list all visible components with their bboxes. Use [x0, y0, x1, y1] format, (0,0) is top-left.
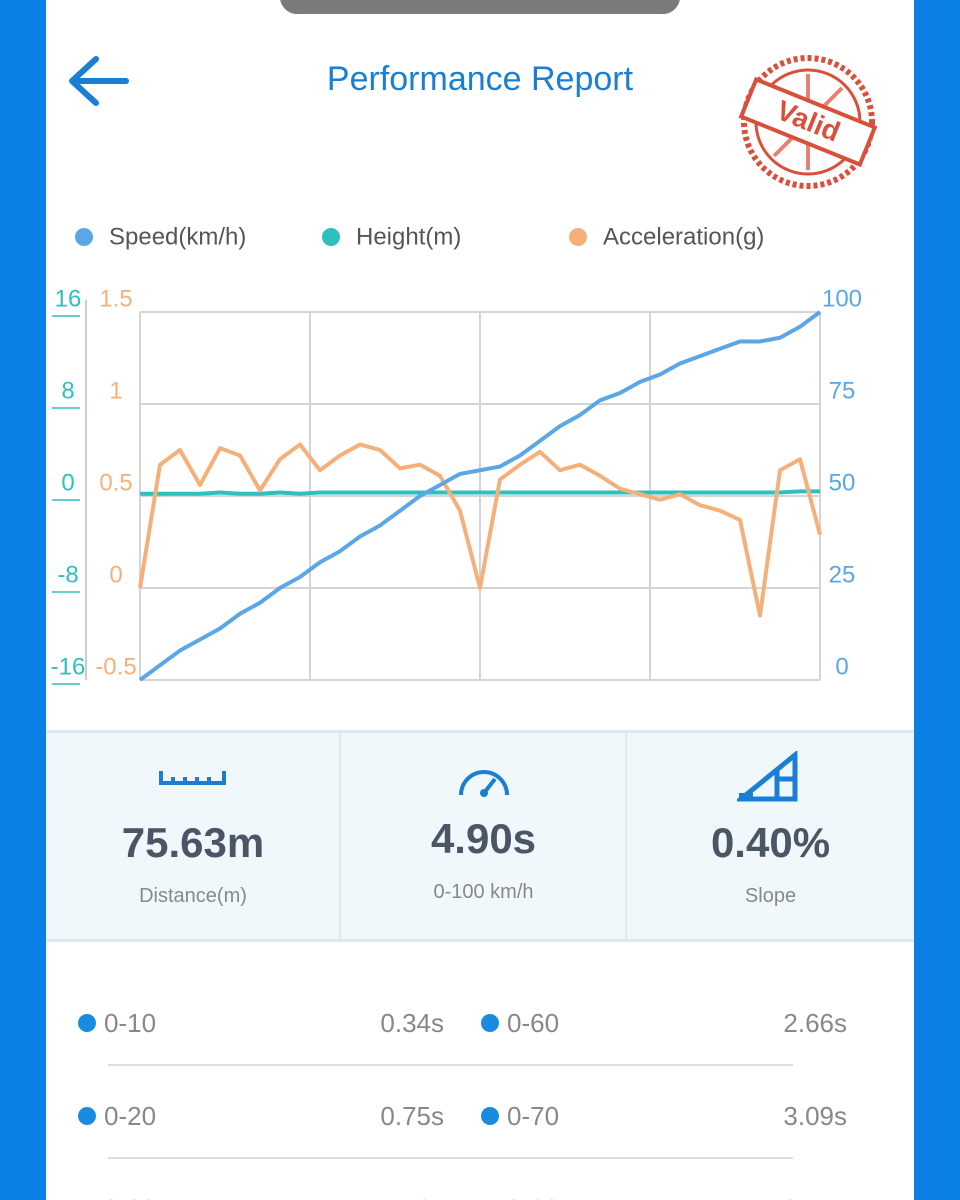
legend-label: Speed(km/h) — [109, 223, 246, 250]
separator — [108, 1064, 793, 1066]
legend-dot — [569, 228, 587, 246]
series-line — [138, 442, 822, 618]
y2-tick-label: 50 — [829, 469, 856, 496]
y3-tick-label: 0.5 — [99, 469, 132, 496]
content: 75.63m Distance(m) 4.90s 0-100 km/h 0.40… — [46, 0, 914, 1200]
stat-label: 0-100 km/h — [433, 881, 534, 903]
stat-cell: 0.40% Slope — [627, 733, 914, 939]
split-dot — [481, 1014, 499, 1032]
split-dot — [481, 1107, 499, 1125]
series-line — [140, 489, 820, 496]
y3-tick-label: 1 — [109, 377, 122, 404]
split-range: 0-10 — [104, 1008, 157, 1038]
stat-label: Distance(m) — [139, 885, 247, 907]
y-tick-label: -8 — [57, 561, 78, 588]
divider — [339, 733, 341, 939]
split-dot — [78, 1107, 96, 1125]
split-range: 0-70 — [507, 1101, 560, 1131]
split-dot — [78, 1014, 96, 1032]
stat-cell: 75.63m Distance(m) — [46, 733, 340, 939]
split-range: 0-80 — [507, 1194, 559, 1200]
split-range: 0-30 — [104, 1194, 156, 1200]
split-time: 0.34s — [380, 1008, 444, 1038]
y2-tick-label: 75 — [829, 377, 856, 404]
y2-tick-label: 100 — [822, 285, 862, 312]
split-time: 3.57s — [647, 1194, 847, 1200]
split-time: 0.75s — [380, 1101, 444, 1131]
legend-label: Acceleration(g) — [603, 223, 764, 250]
chart: Speed(km/h) Height(m) Acceleration(g) 0 25 50… — [51, 223, 862, 685]
stat-value: 75.63m — [121, 819, 265, 866]
y-tick-label: 8 — [61, 377, 74, 404]
legend-dot — [75, 228, 93, 246]
split-range: 0-60 — [507, 1008, 560, 1038]
ruler-icon — [159, 771, 226, 785]
y3-tick-label: -0.5 — [95, 653, 136, 680]
series-line — [138, 310, 822, 682]
separator — [108, 1157, 793, 1159]
y2-tick-label: 0 — [835, 653, 848, 680]
y-tick-label: 0 — [61, 469, 74, 496]
stat-value: 0.40% — [710, 819, 831, 866]
notch — [280, 0, 680, 14]
valid-stamp: Valid — [738, 55, 878, 189]
split-range: 0-20 — [104, 1101, 157, 1131]
split-time: 1.16s — [244, 1194, 444, 1200]
y-tick-label: -16 — [51, 653, 86, 680]
y3-tick-label: 0 — [109, 561, 122, 588]
y-tick-label: 16 — [55, 285, 82, 312]
stat-label: Slope — [744, 885, 797, 907]
legend-label: Height(m) — [356, 223, 461, 250]
back-button[interactable] — [66, 55, 132, 107]
stat-cell: 4.90s 0-100 km/h — [341, 733, 626, 939]
gauge-icon — [459, 770, 509, 797]
slope-icon — [737, 751, 798, 802]
legend-dot — [322, 228, 340, 246]
stat-value: 4.90s — [430, 815, 537, 862]
y3-tick-label: 1.5 — [99, 285, 132, 312]
split-time: 3.09s — [783, 1101, 847, 1131]
y2-tick-label: 25 — [829, 561, 856, 588]
page-title: Performance Report — [326, 60, 634, 98]
split-time: 2.66s — [783, 1008, 847, 1038]
stats-panel: 75.63m Distance(m) 4.90s 0-100 km/h 0.40… — [46, 730, 914, 942]
divider — [625, 733, 627, 939]
